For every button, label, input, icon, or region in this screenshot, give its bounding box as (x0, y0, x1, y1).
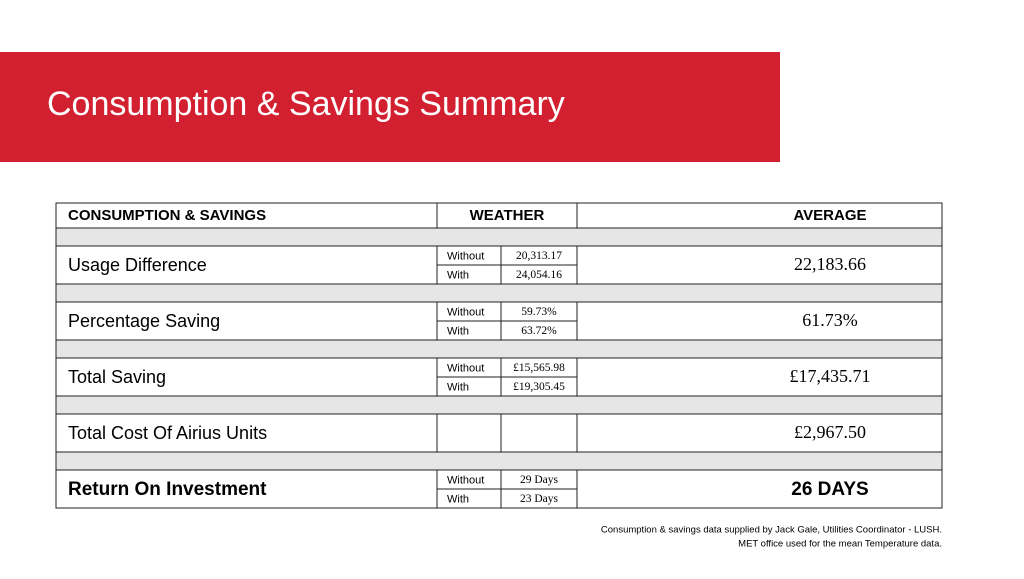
table-cell (576, 413, 943, 453)
slide-title: Consumption & Savings Summary (47, 85, 565, 123)
column-header: WEATHER (470, 207, 545, 224)
weather-value: 29 Days (520, 474, 559, 486)
table-cell (576, 357, 943, 397)
weather-value: 20,313.17 (516, 250, 562, 262)
table-cell (576, 301, 943, 341)
row-average: 26 DAYS (791, 479, 868, 500)
table-cell (500, 488, 578, 509)
table-cell (55, 227, 943, 247)
weather-value: 24,054.16 (516, 269, 562, 281)
table-cell (55, 245, 438, 285)
row-label: Total Saving (68, 367, 166, 387)
row-average: £2,967.50 (794, 422, 866, 442)
table-cell (55, 202, 438, 229)
table-cell (576, 469, 943, 509)
table-cell (55, 469, 438, 509)
weather-label: With (447, 269, 469, 281)
row-label: Usage Difference (68, 255, 207, 275)
footnote: MET office used for the mean Temperature… (738, 539, 942, 550)
weather-label: Without (447, 474, 484, 486)
table-cell (55, 395, 943, 415)
column-header: AVERAGE (793, 207, 866, 224)
table-cell (576, 245, 943, 285)
weather-label: With (447, 493, 469, 505)
table-cell (55, 357, 438, 397)
weather-label: With (447, 325, 469, 337)
table-cell (55, 283, 943, 303)
table-cell (436, 413, 502, 453)
weather-label: Without (447, 306, 484, 318)
weather-value: 63.72% (521, 325, 557, 337)
weather-value: 59.73% (521, 306, 557, 318)
table-cell (55, 339, 943, 359)
weather-label: Without (447, 362, 484, 374)
row-average: £17,435.71 (790, 366, 871, 386)
weather-value: £15,565.98 (513, 362, 565, 374)
table-cell (436, 202, 578, 229)
row-label: Percentage Saving (68, 311, 220, 331)
column-header: CONSUMPTION & SAVINGS (68, 207, 266, 224)
table-cell (55, 451, 943, 471)
table-cell (576, 202, 943, 229)
weather-label: Without (447, 250, 484, 262)
table-cell (500, 413, 578, 453)
row-average: 22,183.66 (794, 254, 866, 274)
row-label: Total Cost Of Airius Units (68, 423, 267, 443)
title-banner (0, 52, 780, 162)
footnote: Consumption & savings data supplied by J… (601, 525, 942, 536)
weather-value: 23 Days (520, 493, 559, 505)
weather-value: £19,305.45 (513, 381, 565, 393)
row-label: Return On Investment (68, 479, 267, 500)
weather-label: With (447, 381, 469, 393)
table-cell (55, 301, 438, 341)
row-average: 61.73% (802, 310, 858, 330)
